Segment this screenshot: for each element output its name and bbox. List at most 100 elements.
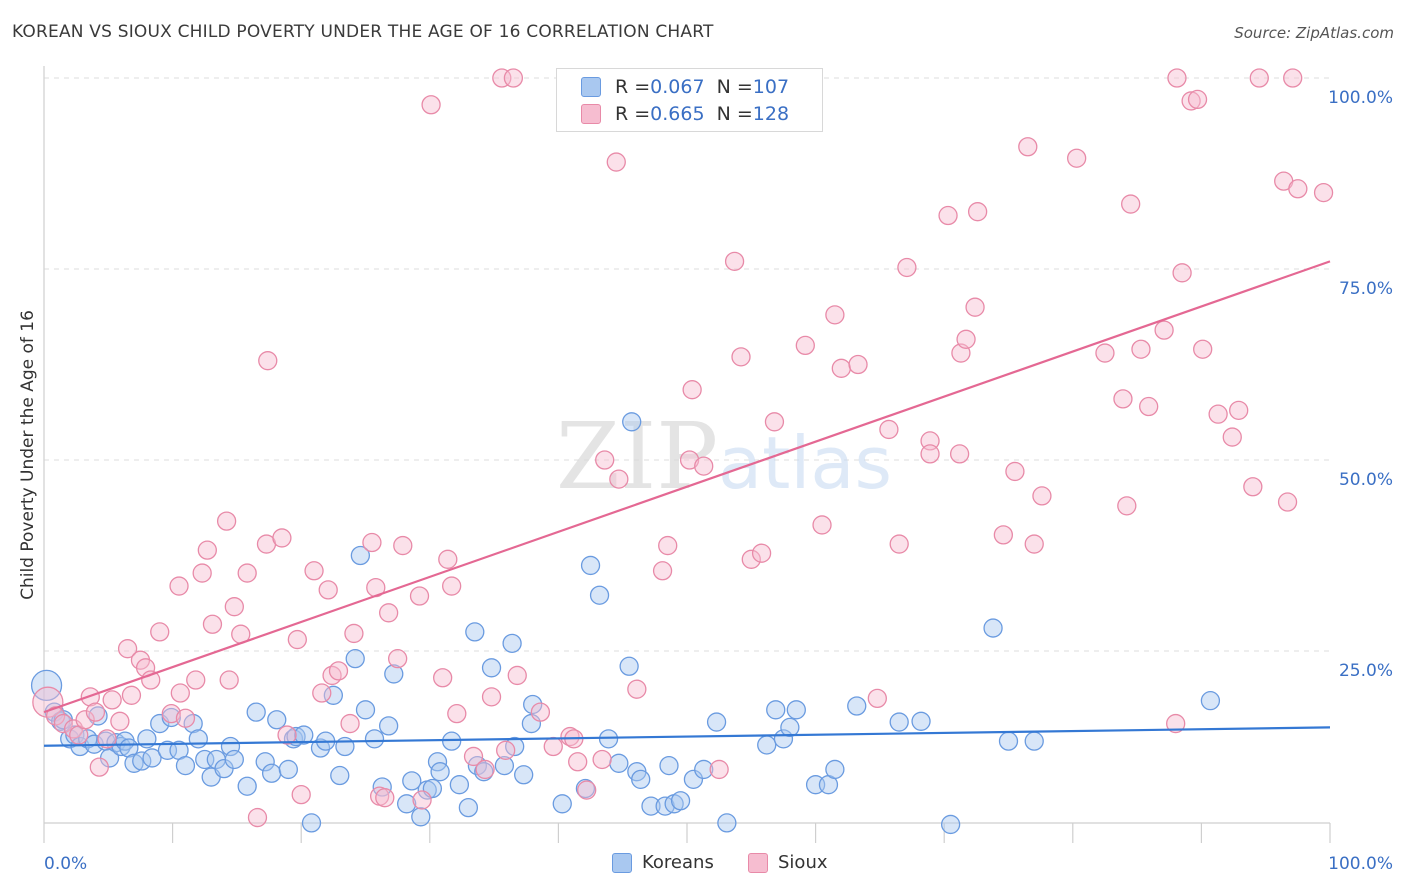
sioux-point	[175, 708, 196, 728]
legend-item-sioux[interactable]: Sioux	[748, 852, 828, 873]
koreans-point	[786, 700, 806, 720]
sioux-point	[378, 603, 399, 623]
sioux-point	[965, 297, 985, 317]
sioux-point	[543, 736, 563, 757]
sioux-point	[150, 622, 170, 642]
sioux-point	[287, 629, 307, 650]
koreans-point	[683, 769, 704, 790]
sioux-point	[1166, 713, 1186, 734]
sioux-point	[1024, 534, 1044, 554]
koreans-point	[397, 794, 417, 814]
sioux-point	[1154, 320, 1174, 340]
sioux-point	[731, 347, 751, 367]
sioux-point	[272, 528, 292, 548]
koreans-point	[267, 710, 287, 730]
sioux-point	[592, 749, 612, 770]
sioux-point	[993, 525, 1014, 545]
sioux-point	[202, 614, 223, 634]
legend-r-value-koreans: 0.067	[650, 76, 705, 98]
legend-label-koreans: Koreans	[642, 852, 714, 873]
koreans-point	[911, 711, 931, 731]
sioux-point	[1243, 477, 1263, 497]
legend-swatch-sioux	[581, 104, 601, 124]
sioux-point	[1018, 137, 1038, 157]
sioux-point	[318, 580, 338, 600]
sioux-point	[496, 740, 516, 760]
sioux-point	[1193, 339, 1213, 359]
sioux-point	[237, 563, 257, 583]
sioux-point	[344, 623, 364, 644]
legend-n-label: N =	[716, 76, 753, 98]
sioux-point	[32, 686, 64, 718]
watermark: ZIP atlas	[556, 403, 892, 510]
y-tick-label-100: 100.0%	[1328, 88, 1393, 108]
sioux-point	[1131, 339, 1151, 359]
sioux-point	[741, 549, 761, 569]
sioux-point	[812, 515, 832, 535]
legend-item-koreans[interactable]: Koreans	[612, 852, 714, 873]
koreans-point	[384, 664, 404, 684]
sioux-point	[362, 532, 382, 553]
koreans-point	[589, 585, 610, 605]
sioux-point	[938, 205, 958, 226]
sioux-point	[1005, 461, 1025, 482]
sioux-point	[889, 534, 909, 554]
sioux-point	[53, 713, 73, 734]
sioux-point	[867, 688, 887, 709]
sioux-trend-line	[43, 260, 1331, 714]
sioux-point	[291, 784, 311, 805]
sioux-point	[1283, 68, 1303, 88]
koreans-point	[364, 729, 385, 749]
koreans-point	[757, 735, 777, 755]
sioux-point	[481, 687, 502, 707]
sioux-point	[409, 586, 430, 606]
y-tick-label-75: 75.0%	[1339, 279, 1393, 299]
sioux-point	[682, 380, 702, 400]
koreans-points	[30, 412, 1221, 835]
koreans-point	[1200, 691, 1221, 711]
sioux-point	[277, 725, 297, 745]
sioux-point	[606, 152, 626, 172]
sioux-point	[258, 351, 278, 371]
koreans-point	[502, 633, 522, 654]
sioux-point	[825, 305, 845, 325]
sioux-point	[412, 790, 432, 810]
legend-row-sioux: R = 0.665 N = 128	[581, 102, 789, 126]
legend-swatch-koreans	[581, 77, 601, 97]
sioux-point	[186, 670, 206, 690]
trend-lines	[43, 260, 1331, 747]
sioux-point	[121, 685, 142, 705]
sioux-point	[949, 444, 970, 464]
sioux-point	[724, 251, 745, 272]
koreans-point	[631, 769, 651, 790]
sioux-point	[75, 710, 95, 730]
sioux-point	[438, 549, 458, 569]
koreans-point	[458, 797, 479, 818]
sioux-point	[530, 702, 551, 722]
sioux-point	[421, 95, 441, 115]
sioux-point	[609, 469, 629, 489]
sioux-point	[1032, 486, 1052, 506]
sioux-point	[110, 711, 130, 731]
sioux-point	[967, 202, 988, 222]
koreans-point	[481, 658, 502, 678]
sioux-point	[85, 702, 106, 722]
sioux-point	[920, 444, 940, 464]
koreans-point	[224, 749, 244, 770]
legend-row-koreans: R = 0.067 N = 107	[581, 75, 789, 99]
sioux-point	[1313, 182, 1334, 203]
koreans-point	[494, 755, 515, 776]
legend-r-value-sioux: 0.665	[650, 103, 705, 125]
sioux-point	[197, 540, 217, 560]
koreans-point	[442, 731, 462, 751]
koreans-point	[1024, 731, 1044, 751]
koreans-point	[246, 702, 266, 722]
koreans-point	[940, 814, 961, 835]
koreans-point	[237, 776, 257, 796]
koreans-point	[124, 753, 144, 773]
series-legend: Koreans Sioux	[0, 852, 1406, 876]
koreans-point	[622, 412, 642, 432]
sioux-point	[1117, 496, 1137, 516]
koreans-point	[780, 717, 800, 738]
